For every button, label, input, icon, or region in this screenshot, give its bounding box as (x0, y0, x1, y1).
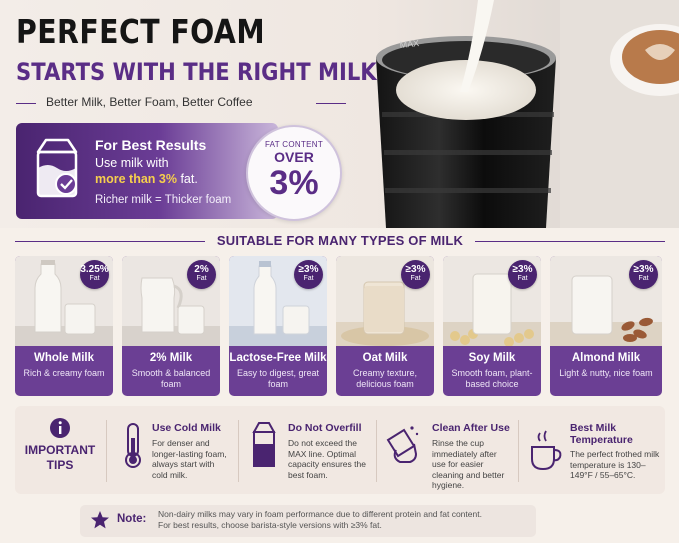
tips-divider (518, 420, 519, 482)
tip-title: Use Cold Milk (152, 422, 221, 434)
tip-title: Clean After Use (432, 422, 510, 434)
milk-photo (122, 256, 220, 346)
milk-name: Almond Milk (571, 352, 641, 364)
milk-carton-icon (252, 422, 276, 467)
max-line-label: MAX (399, 38, 419, 50)
milk-name: 2% Milk (149, 352, 193, 364)
section-title: SUITABLE FOR MANY TYPES OF MILK (216, 233, 464, 248)
fat-badge: ≥3% Fat (294, 260, 323, 289)
milk-description: Light & nutty, nice foam (559, 368, 653, 378)
fat-content-over: OVER (274, 149, 314, 165)
section-rule-left (15, 241, 205, 242)
info-icon (50, 418, 70, 438)
milk-description: Rich & creamy foam (23, 368, 105, 378)
milk-description: Creamy texture, delicious foam (352, 368, 418, 389)
section-header: SUITABLE FOR MANY TYPES OF MILK (15, 232, 665, 250)
thermometer-icon (125, 423, 141, 468)
cleaning-hand-icon (386, 426, 419, 463)
best-results-title: For Best Results (95, 137, 207, 153)
best-results-line: more than 3% fat. (95, 172, 198, 186)
milk-card-2-percent: 2% Fat 2% Milk Smooth & balanced foam (122, 256, 220, 396)
fat-badge: 3.25% Fat (80, 260, 109, 289)
note-panel (80, 505, 536, 537)
tagline-rule-left (16, 103, 36, 104)
milk-description: Smooth & balanced foam (131, 368, 211, 389)
milk-photo (443, 256, 541, 346)
fat-content-value: 3% (269, 164, 319, 202)
milk-card-almond: ≥3% Fat Almond Milk Light & nutty, nice f… (550, 256, 662, 396)
milk-name: Whole Milk (33, 352, 95, 364)
tagline: Better Milk, Better Foam, Better Coffee (46, 95, 253, 109)
note-text: Non-dairy milks may vary in foam perform… (158, 509, 482, 530)
note-label: Note: (117, 513, 147, 525)
fat-highlight: more than 3% (95, 172, 177, 186)
best-results-note: Richer milk = Thicker foam (95, 194, 232, 206)
tip-text: The perfect frothed milk temperature is … (570, 449, 660, 480)
tips-heading: IMPORTANT TIPS (24, 443, 96, 472)
fat-badge: ≥3% Fat (508, 260, 537, 289)
tip-title: Do Not Overfill (288, 422, 362, 434)
tip-text: For denser and longer-lasting foam, alwa… (152, 438, 227, 480)
fat-badge: ≥3% Fat (401, 260, 430, 289)
fat-content-badge (246, 125, 342, 221)
milk-photo (550, 256, 662, 346)
star-icon (91, 511, 109, 529)
milk-carton-check-icon (36, 138, 78, 198)
milk-description: Easy to digest, great foam (236, 368, 320, 389)
milk-name: Oat Milk (362, 352, 408, 364)
tagline-row: Better Milk, Better Foam, Better Coffee (16, 95, 346, 111)
tagline-rule-right (316, 103, 346, 104)
tips-divider (376, 420, 377, 482)
fat-badge: 2% Fat (187, 260, 216, 289)
page-title: PERFECT FOAM (16, 12, 265, 51)
tips-divider (238, 420, 239, 482)
fat-badge: ≥3% Fat (629, 260, 658, 289)
page-subtitle: STARTS WITH THE RIGHT MILK (16, 58, 377, 86)
milk-name: Lactose-Free Milk (229, 352, 327, 364)
milk-description: Smooth foam, plant-based choice (451, 368, 533, 389)
fat-content-label: FAT CONTENT (264, 140, 324, 149)
section-rule-right (475, 241, 665, 242)
best-results-line: Use milk with (95, 156, 169, 170)
milk-card-lactose-free: ≥3% Fat Lactose-Free Milk Easy to digest,… (229, 256, 327, 396)
tip-text: Rinse the cup immediately after use for … (432, 438, 505, 490)
coffee-cup-icon (531, 430, 562, 471)
milk-card-oat: ≥3% Fat Oat Milk Creamy texture, deliciou… (336, 256, 434, 396)
tip-title: Best Milk Temperature (570, 422, 633, 446)
tip-text: Do not exceed the MAX line. Optimal capa… (288, 438, 366, 480)
tips-divider (106, 420, 107, 482)
fat-suffix: fat. (176, 172, 198, 186)
milk-photo (15, 256, 113, 346)
frother-pitcher-illustration: MAX (376, 0, 679, 228)
milk-card-whole: 3.25% Fat Whole Milk Rich & creamy foam (15, 256, 113, 396)
milk-card-soy: ≥3% Fat Soy Milk Smooth foam, plant-based… (443, 256, 541, 396)
milk-name: Soy Milk (468, 352, 516, 364)
